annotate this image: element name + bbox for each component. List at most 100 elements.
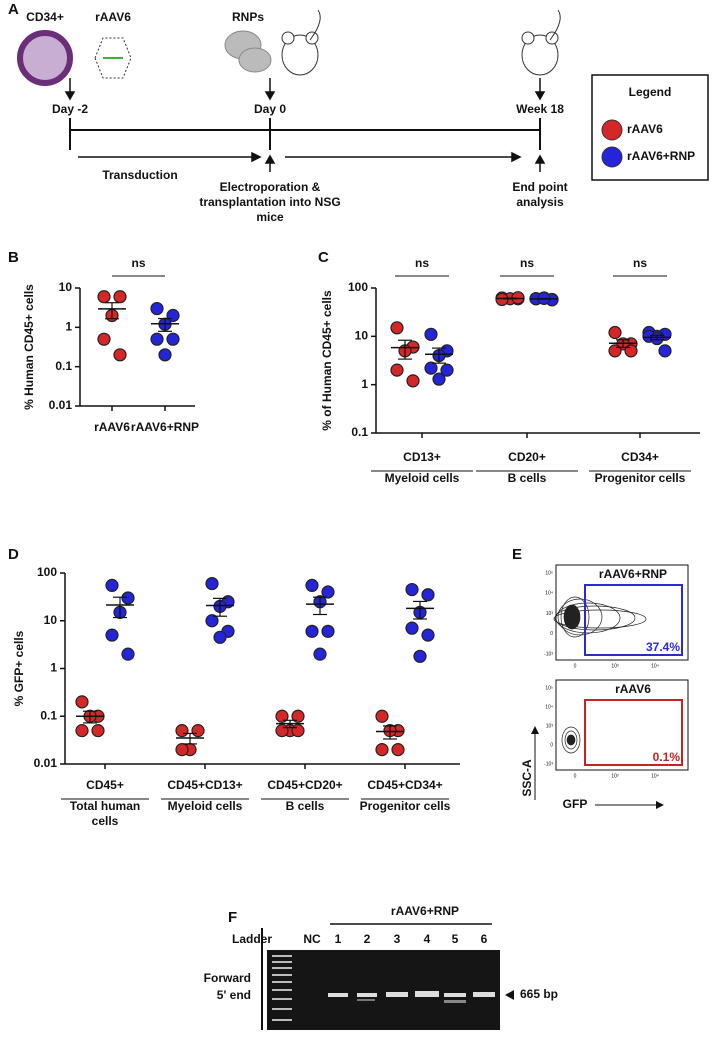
legend-title: Legend [629, 85, 672, 99]
y-tick-label: 10⁴ [545, 704, 553, 710]
lane-label: 6 [481, 932, 488, 946]
panel-label: B [8, 249, 19, 266]
data-point [624, 344, 638, 358]
vector-label: rAAV6 [95, 10, 131, 24]
x-tick-label: CD34+ [621, 450, 659, 464]
data-point [391, 743, 405, 757]
data-point [313, 647, 327, 661]
gate-value: 0.1% [653, 750, 681, 764]
panel-label: A [8, 1, 19, 18]
x-tick-label: 10⁴ [651, 663, 659, 669]
y-tick-label: 0.1 [351, 425, 368, 439]
data-point [113, 290, 127, 304]
y-tick-label: -10³ [544, 761, 553, 767]
contour [561, 726, 581, 754]
group-label: rAAV6+RNP [391, 904, 459, 918]
y-tick-label: 1 [65, 320, 72, 334]
annotation: ns [633, 256, 647, 270]
data-point [432, 372, 446, 386]
timepoint: Day -2 [52, 102, 88, 116]
data-point [75, 724, 89, 738]
data-point [275, 709, 289, 723]
arrow [64, 78, 546, 172]
group-label: Total human cells [70, 799, 140, 828]
data-point [413, 649, 427, 663]
data-point [421, 588, 435, 602]
legend-label: rAAV6+RNP [627, 149, 695, 163]
y-tick-label: 10³ [546, 611, 554, 617]
y-tick-label: 1 [50, 661, 57, 675]
step-label: End point analysis [512, 180, 567, 209]
x-tick-label: rAAV6 [94, 420, 130, 434]
data-point [406, 374, 420, 388]
x-tick-label: CD45+CD13+ [167, 778, 242, 792]
step-label: Transduction [102, 168, 177, 182]
data-point [305, 624, 319, 638]
group-label-text: B cells [507, 471, 547, 485]
legend-label: rAAV6 [627, 122, 663, 136]
lane-label: 3 [394, 932, 401, 946]
lane-label: 1 [335, 932, 342, 946]
axis-label: GFP [563, 797, 588, 811]
data-point [440, 363, 454, 377]
group-label-text: Progenitor cells [594, 471, 686, 485]
data-point [291, 724, 305, 738]
y-tick-label: 0.01 [34, 756, 58, 770]
cell-icon [17, 30, 73, 86]
gate-value: 37.4% [646, 640, 680, 654]
y-tick-label: 10 [44, 613, 58, 627]
panel-label: D [8, 546, 19, 563]
plot-title: rAAV6 [615, 682, 651, 696]
x-tick-label: 10⁴ [651, 773, 659, 779]
row-label: Forward [204, 971, 251, 985]
timepoint: Week 18 [516, 102, 564, 116]
data-point [158, 348, 172, 362]
data-point [390, 321, 404, 335]
lane-label: 2 [364, 932, 371, 946]
y-tick-label: 0.1 [55, 359, 72, 373]
group-label: Myeloid cells [385, 471, 460, 485]
data-point [97, 332, 111, 346]
data-point [424, 361, 438, 375]
mouse-icon [281, 9, 561, 76]
y-tick-label: 10⁵ [545, 570, 553, 576]
group-label: Progenitor cells [594, 471, 686, 485]
annotation: ns [415, 256, 429, 270]
gate [584, 699, 683, 766]
plot-frame [555, 679, 689, 771]
panel-label: F [228, 909, 237, 926]
data-point [75, 695, 89, 709]
lane-label: NC [303, 932, 321, 946]
band-marker [505, 990, 514, 1000]
y-tick-label: 10 [355, 329, 369, 343]
data-point [105, 578, 119, 592]
plot-title: rAAV6+RNP [599, 567, 667, 581]
group-label: B cells [286, 799, 325, 813]
plot-frame [555, 564, 689, 661]
data-point [375, 743, 389, 757]
panel-label: C [318, 249, 329, 266]
annotation: ns [131, 256, 145, 270]
data-point [291, 709, 305, 723]
y-tick-label: -10³ [544, 651, 553, 657]
x-tick-label: 0 [574, 663, 577, 669]
x-tick-label: CD45+CD20+ [267, 778, 342, 792]
group-label: Progenitor cells [360, 799, 451, 813]
gate [584, 584, 683, 656]
y-tick-label: 10³ [546, 723, 554, 729]
data-point [191, 724, 205, 738]
y-tick-label: 1 [361, 377, 368, 391]
annotation: ns [520, 256, 534, 270]
step-text: Electroporation & transplantation into N… [199, 180, 341, 224]
data-point [91, 724, 105, 738]
data-point [213, 630, 227, 644]
data-point [405, 582, 419, 597]
ladder-band [272, 955, 292, 1021]
cell-label: CD34+ [26, 10, 64, 24]
data-point [321, 585, 335, 599]
data-point [166, 332, 180, 346]
data-point [113, 348, 127, 362]
data-point [175, 724, 189, 738]
axis-arrow [656, 801, 664, 809]
